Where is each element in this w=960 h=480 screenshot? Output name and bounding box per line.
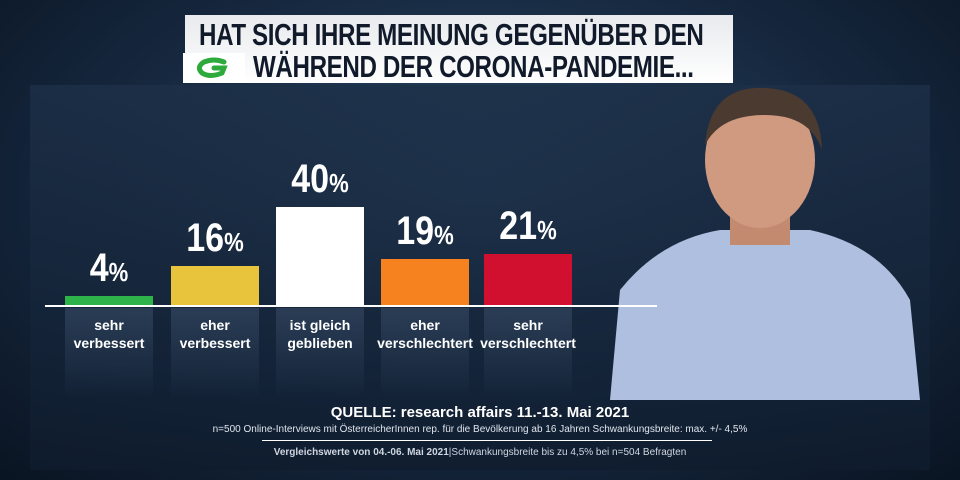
bar [484, 254, 572, 306]
category-label-line: sehr [513, 317, 543, 333]
label-column [381, 308, 469, 398]
label-column [65, 308, 153, 398]
data-unit: % [329, 168, 349, 198]
title-line-2: WÄHREND DER CORONA-PANDEMIE... [253, 49, 694, 84]
label-column [484, 308, 572, 398]
label-column [171, 308, 259, 398]
category-label: eher verschlechtert [371, 316, 479, 352]
data-value: 4 [89, 246, 109, 291]
category-label: sehr verbessert [55, 316, 163, 352]
bar [171, 266, 259, 306]
data-unit: % [434, 219, 454, 250]
person-photo [610, 87, 920, 400]
bar [65, 296, 153, 306]
compare-rest: |Schwankungsbreite bis zu 4,5% bei n=504… [448, 447, 687, 458]
compare-bold: Vergleichswerte von 04.-06. Mai 2021 [273, 447, 449, 458]
data-label: 21% [481, 204, 575, 249]
data-label: 16% [168, 216, 262, 261]
title-banner: HAT SICH IHRE MEINUNG GEGENÜBER DEN WÄHR… [185, 15, 733, 84]
data-unit: % [537, 215, 557, 246]
category-label-line: eher [200, 317, 230, 333]
data-label: 19% [378, 209, 472, 254]
data-value: 16 [186, 216, 225, 261]
bar [381, 258, 469, 306]
category-label-line: eher [410, 317, 440, 333]
category-label-line: ist gleich [289, 317, 351, 333]
chart-baseline [45, 305, 657, 307]
data-unit: % [108, 257, 129, 288]
category-label: eher verbessert [161, 316, 269, 352]
method-text: n=500 Online-Interviews mit Österreicher… [212, 424, 748, 435]
category-label-line: verschlechtert [377, 335, 473, 351]
data-label: 4% [62, 246, 156, 291]
category-label-line: verbessert [179, 335, 251, 351]
data-value: 19 [396, 208, 435, 253]
footer-divider [262, 440, 712, 441]
category-label-line: sehr [94, 317, 124, 333]
label-column [276, 308, 364, 398]
category-label-line: geblieben [287, 335, 353, 351]
data-label: 40% [273, 157, 367, 202]
bar [276, 207, 364, 306]
category-label-line: verbessert [73, 335, 145, 351]
data-value: 40 [291, 157, 330, 201]
category-label: ist gleich geblieben [266, 316, 374, 352]
green-party-logo [183, 53, 245, 83]
compare-text: Vergleichswerte von 04.-06. Mai 2021|Sch… [0, 447, 960, 458]
title-line-1: HAT SICH IHRE MEINUNG GEGENÜBER DEN [199, 17, 704, 52]
source-text: QUELLE: research affairs 11.-13. Mai 202… [330, 404, 630, 421]
category-label: sehr verschlechtert [474, 316, 582, 352]
category-label-line: verschlechtert [480, 335, 576, 351]
data-value: 21 [499, 204, 538, 249]
data-unit: % [224, 227, 244, 258]
